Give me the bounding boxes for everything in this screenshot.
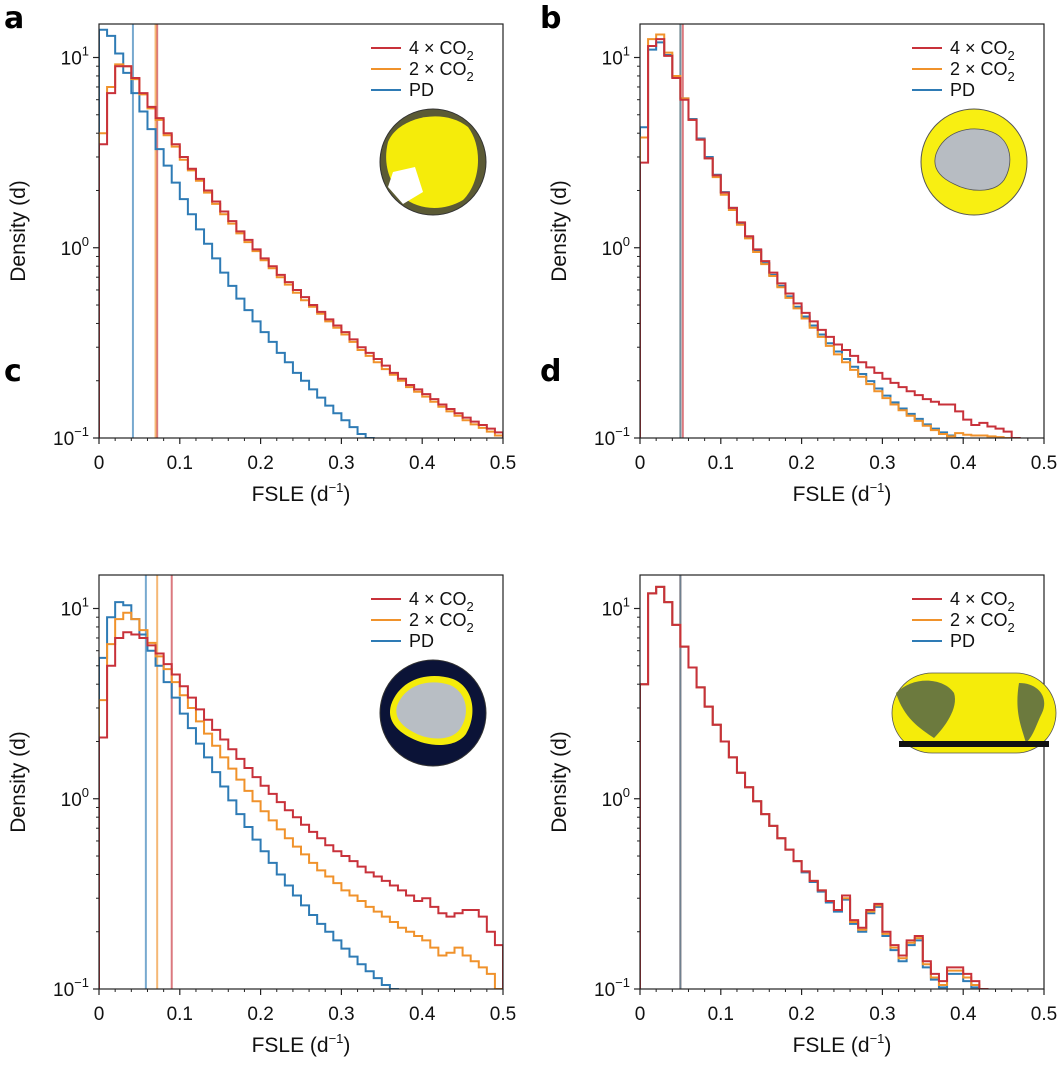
y-axis-label: Density (d) xyxy=(7,731,30,833)
y-axis-label: Density (d) xyxy=(548,731,571,833)
x-tick-label: 0.2 xyxy=(788,1004,814,1025)
x-tick-label: 0.4 xyxy=(950,1004,977,1025)
antarctica-shape xyxy=(396,682,466,739)
x-tick-label: 0.2 xyxy=(247,1004,273,1025)
panel-letter: b xyxy=(540,1,561,36)
x-tick-label: 0.1 xyxy=(167,1004,193,1025)
legend-label: 2 × CO2 xyxy=(950,59,1015,84)
antarctic-coast-globe-icon xyxy=(379,659,487,767)
x-tick-label: 0 xyxy=(635,453,646,474)
arctic-globe-icon xyxy=(379,108,487,216)
x-tick-label: 0 xyxy=(635,1004,646,1025)
legend-label: 4 × CO2 xyxy=(950,38,1015,63)
x-tick-label: 0.3 xyxy=(328,1004,354,1025)
plot-area xyxy=(99,24,503,438)
panel-letter: a xyxy=(4,1,24,36)
antarctic-band xyxy=(899,741,1049,747)
legend-label: PD xyxy=(409,631,434,651)
series-line xyxy=(99,65,503,438)
americas-shape xyxy=(1017,683,1045,743)
global-map-icon xyxy=(891,672,1057,754)
series-line xyxy=(640,585,989,989)
legend-label: PD xyxy=(409,80,434,100)
y-tick-label: 100 xyxy=(61,785,89,811)
x-tick-label: 0.2 xyxy=(247,453,273,474)
series-line xyxy=(640,585,989,989)
legend-label: PD xyxy=(950,631,975,651)
y-axis-label: Density (d) xyxy=(548,180,571,282)
legend-label: 4 × CO2 xyxy=(409,38,474,63)
y-tick-label: 101 xyxy=(61,595,89,621)
x-tick-label: 0.5 xyxy=(1031,453,1057,474)
legend-label: 2 × CO2 xyxy=(409,59,474,84)
legend-label: 4 × CO2 xyxy=(950,589,1015,614)
x-tick-label: 0.1 xyxy=(708,1004,734,1025)
antarctic-globe-icon xyxy=(920,108,1028,216)
series-line xyxy=(99,28,375,438)
x-axis-label: FSLE (d−1) xyxy=(252,1031,351,1057)
axes-frame xyxy=(639,574,1045,990)
x-axis-label: FSLE (d−1) xyxy=(793,480,892,506)
x-tick-label: 0.3 xyxy=(869,453,895,474)
plot-area xyxy=(640,24,1021,438)
y-tick-label: 101 xyxy=(61,44,89,70)
axes-frame xyxy=(98,23,504,439)
x-axis-label: FSLE (d−1) xyxy=(793,1031,892,1057)
panel-letter: c xyxy=(4,354,22,389)
x-tick-label: 0.3 xyxy=(328,453,354,474)
eurasia-africa-shape xyxy=(896,680,955,738)
x-tick-label: 0.4 xyxy=(409,1004,436,1025)
x-tick-label: 0 xyxy=(94,453,105,474)
legend-label: 4 × CO2 xyxy=(409,589,474,614)
y-tick-label: 10−1 xyxy=(594,975,630,1001)
y-tick-label: 101 xyxy=(602,44,630,70)
y-tick-label: 101 xyxy=(602,595,630,621)
panel-c: c 0 0.1 0.2 0.3 0.4 0.5 10−1 100 101 FSLE (d−1) Den… xyxy=(4,354,516,1057)
legend-label: PD xyxy=(950,80,975,100)
y-tick-label: 100 xyxy=(602,234,630,260)
x-tick-label: 0 xyxy=(94,1004,105,1025)
x-axis-label: FSLE (d−1) xyxy=(252,480,351,506)
x-tick-label: 0.1 xyxy=(167,453,193,474)
panel-a: a 0 0.1 0.2 0.3 0.4 0.5 10−1 100 101 FSLE (d−1) Den… xyxy=(4,1,516,506)
x-tick-label: 0.1 xyxy=(708,453,734,474)
axes-frame xyxy=(639,23,1045,439)
panel-d: d 0 0.1 0.2 0.3 0.4 0.5 10−1 100 101 FSLE (d−1) Den… xyxy=(540,354,1057,1057)
y-tick-label: 10−1 xyxy=(53,424,89,450)
x-tick-label: 0.2 xyxy=(788,453,814,474)
series-line xyxy=(99,601,399,989)
series-line xyxy=(99,631,503,989)
legend-label: 2 × CO2 xyxy=(409,610,474,635)
x-tick-label: 0.4 xyxy=(950,453,977,474)
y-tick-label: 100 xyxy=(602,785,630,811)
axes-frame xyxy=(98,574,504,990)
y-axis-label: Density (d) xyxy=(7,180,30,282)
y-tick-label: 100 xyxy=(61,234,89,260)
series-line xyxy=(640,585,989,989)
x-tick-label: 0.4 xyxy=(409,453,436,474)
greenland-shape xyxy=(388,167,423,204)
x-tick-label: 0.5 xyxy=(490,1004,516,1025)
series-line xyxy=(99,611,503,989)
x-tick-label: 0.5 xyxy=(490,453,516,474)
x-tick-label: 0.3 xyxy=(869,1004,895,1025)
panel-b: b 0 0.1 0.2 0.3 0.4 0.5 10−1 100 101 FSLE (d−1) Den… xyxy=(540,1,1057,506)
antarctica-shape xyxy=(934,128,1011,191)
y-tick-label: 10−1 xyxy=(53,975,89,1001)
plot-area xyxy=(640,575,989,989)
panel-letter: d xyxy=(540,354,561,389)
legend-label: 2 × CO2 xyxy=(950,610,1015,635)
x-tick-label: 0.5 xyxy=(1031,1004,1057,1025)
plot-area xyxy=(99,575,503,989)
series-line xyxy=(640,38,1021,438)
y-tick-label: 10−1 xyxy=(594,424,630,450)
